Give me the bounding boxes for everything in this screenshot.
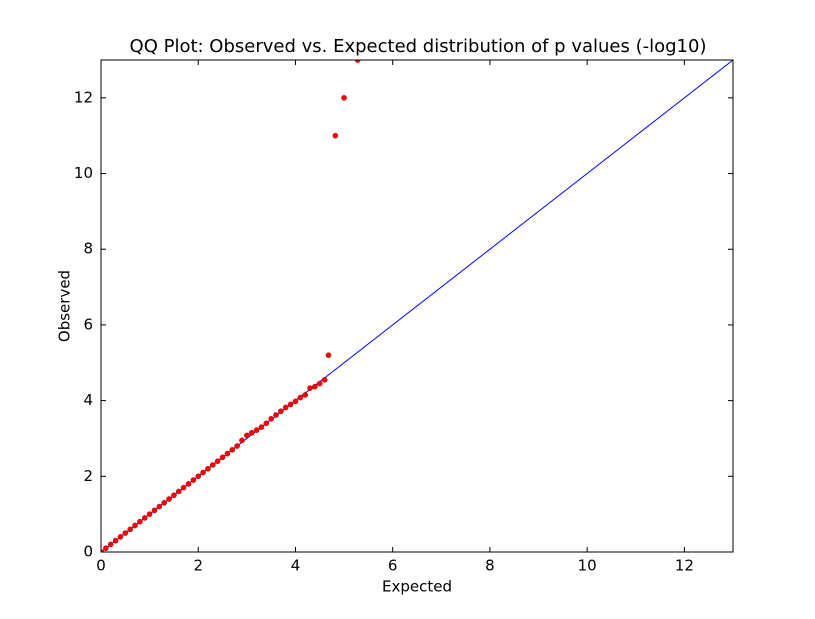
point [316,380,323,387]
marks [101,60,733,552]
y-axis-label: Observed [56,270,74,342]
point [166,496,172,502]
y-tick-label: 10 [74,164,93,182]
point [273,412,279,418]
point [171,492,177,499]
y-tick-label: 4 [83,391,93,409]
x-tick-label: 4 [291,557,301,575]
point [180,484,187,491]
point [185,481,192,487]
plot-frame [100,59,734,553]
x-tick-label: 8 [485,557,495,575]
point [282,404,289,411]
point [175,488,182,495]
point [234,443,240,449]
point [141,515,148,521]
point [244,432,250,439]
x-axis-label: Expected [382,578,452,596]
point [263,420,270,427]
point [112,537,119,544]
point [200,469,206,476]
point [219,454,226,461]
point [214,458,221,464]
x-tick-label: 12 [675,557,694,575]
point [156,503,163,510]
point [103,545,109,552]
point [107,541,114,548]
point [278,408,284,415]
point [224,450,231,457]
point [117,534,124,540]
x-tick-label: 6 [388,557,398,575]
chart-title: QQ Plot: Observed vs. Expected distribut… [130,36,707,57]
point [325,352,332,359]
point [302,392,308,398]
point [312,383,318,390]
point [258,424,265,430]
point [332,132,339,139]
point [239,437,245,444]
point [307,385,313,391]
x-tick-label: 2 [193,557,203,575]
point [210,462,216,468]
point [253,427,260,433]
point [151,507,158,514]
y-tick-label: 12 [74,88,93,106]
point [161,499,167,506]
point [292,398,299,405]
point [297,394,304,401]
point [205,465,211,472]
point [132,522,138,529]
y-tick-label: 8 [83,240,93,258]
y-tick-label: 6 [83,315,93,333]
point [122,530,129,536]
point [137,518,143,525]
point [341,95,347,101]
point [190,477,197,483]
point [248,429,255,436]
y-tick-label: 0 [83,543,93,561]
point [127,526,133,533]
point [195,473,202,480]
point [321,376,328,383]
y-tick-label: 2 [83,467,93,485]
x-tick-label: 10 [578,557,597,575]
x-tick-label: 0 [96,557,106,575]
point [287,401,294,408]
point [268,415,274,422]
point [146,511,153,517]
point [229,447,236,453]
